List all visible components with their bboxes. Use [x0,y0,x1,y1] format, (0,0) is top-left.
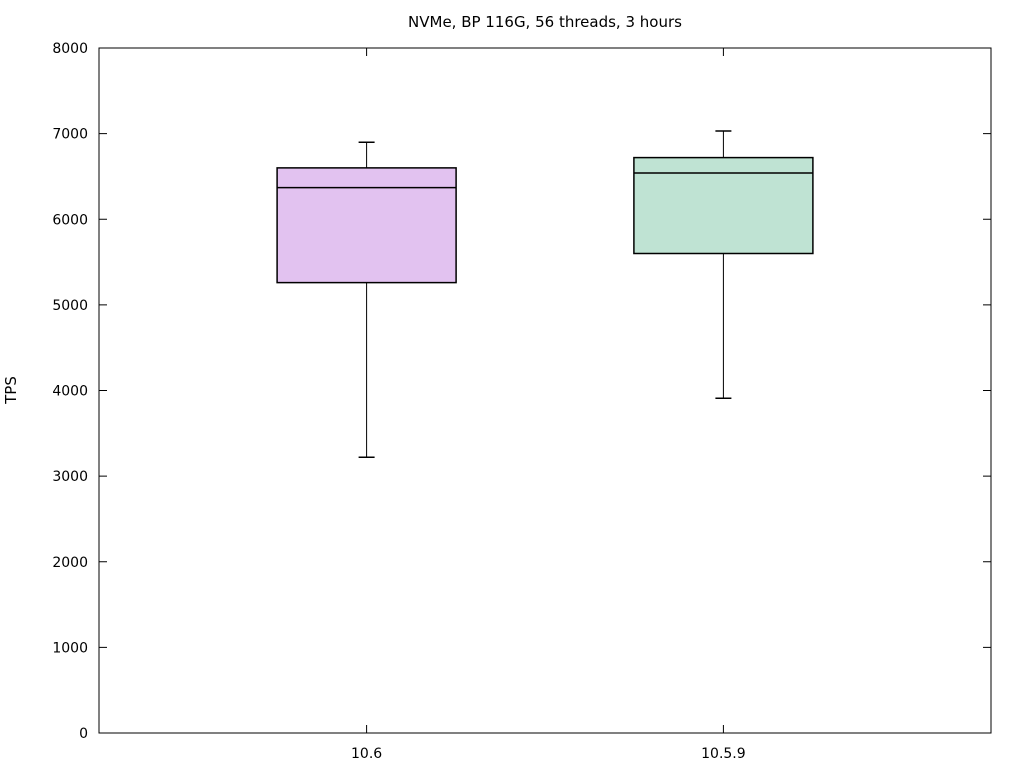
y-tick-label: 2000 [52,555,88,571]
y-tick-label: 3000 [52,469,88,485]
y-tick-label: 5000 [52,298,88,314]
plot-border [98,47,992,734]
y-tick-label: 6000 [52,212,88,228]
y-tick-label: 0 [79,726,88,742]
x-tick-label: 10.5.9 [701,746,746,762]
y-tick-label: 4000 [52,384,88,400]
chart-content: 0 1000 2000 3000 4000 5000 6000 7000 8000 10.6 10.… [52,41,992,762]
y-tick-label: 8000 [52,41,88,57]
chart-title: NVMe, BP 116G, 56 threads, 3 hours [408,13,682,31]
y-axis-label: TPS [2,376,20,405]
y-tick-label: 7000 [52,127,88,143]
box-10.6 [276,167,457,284]
box-10.5.9 [633,156,814,255]
x-tick-label: 10.6 [351,746,382,762]
y-tick-label: 1000 [52,640,88,656]
